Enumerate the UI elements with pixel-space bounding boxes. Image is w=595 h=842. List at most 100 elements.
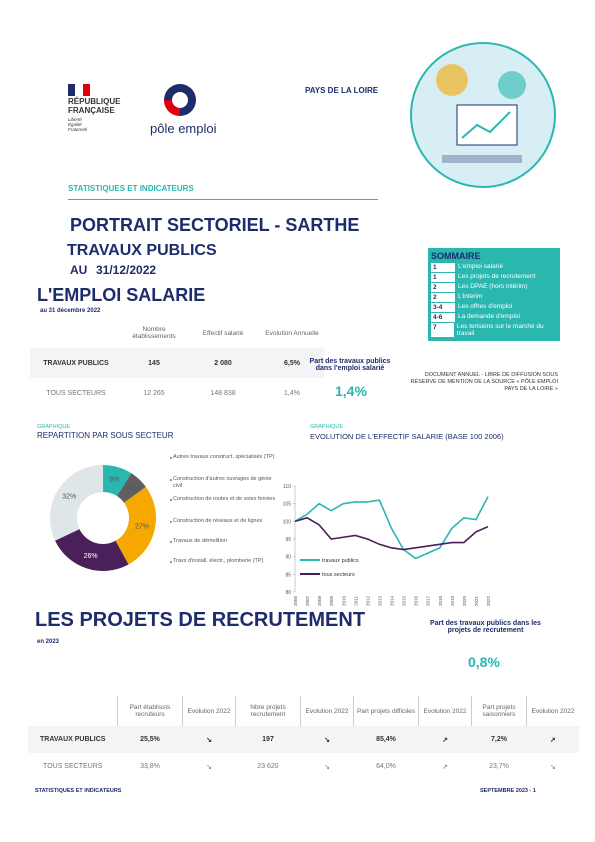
x-tick-label: 2011	[353, 596, 358, 606]
slice-label: 6%	[125, 486, 135, 493]
cell: 197	[262, 736, 274, 743]
legend-bullet	[170, 479, 172, 481]
summary-item: 4-6 La demande d'emploi	[431, 313, 557, 322]
summary-page: 3-4	[431, 303, 455, 312]
cell: ↘	[324, 763, 330, 771]
slice-label: 32%	[62, 494, 76, 501]
cell: 1,4%	[284, 389, 300, 397]
cell: ↘	[206, 763, 212, 771]
row: TRAVAUX PUBLICS 145 2 080 6,5%	[30, 348, 324, 378]
cell	[30, 318, 122, 348]
republic: RÉPUBLIQUE FRANÇAISE	[68, 97, 121, 115]
summary-label: Les offres d'emploi	[458, 303, 513, 310]
summary-note: DOCUMENT ANNUEL - LIBRE DE DIFFUSION SOU…	[410, 372, 558, 392]
summary-page: 1	[431, 263, 455, 272]
cell: 25,5%	[140, 736, 160, 743]
summary-item: 1 Les projets de recrutement	[431, 273, 557, 282]
summary-label: L'emploi salarié	[458, 263, 503, 270]
y-tick-label: 110	[283, 484, 291, 490]
cell: ↗	[549, 736, 556, 744]
column-header: Evolution 2022	[418, 696, 472, 726]
recrutement-subtitle: en 2023	[37, 639, 60, 645]
region: PAYS DE LA LOIRE	[305, 86, 379, 95]
charts: 9% 6% 27% 26% 32% Autres travaux construct. s…	[49, 454, 491, 607]
cell	[28, 696, 118, 726]
title: PORTRAIT SECTORIEL - SARTHE	[70, 215, 360, 235]
logo-mark	[164, 84, 196, 116]
summary-item: 7 Les tensions sur le marché du travail	[431, 323, 557, 337]
footer-right: SEPTEMBRE 2023 - 1	[480, 788, 536, 794]
line-title: EVOLUTION DE L'EFFECTIF SALARIE (BASE 10…	[310, 432, 504, 441]
x-tick-label: 2006	[293, 596, 298, 607]
summary-label: Les tensions sur le marché du travail	[456, 323, 544, 337]
legend-entry: Construction de réseaux et de lignes	[173, 518, 263, 524]
pie-title: REPARTITION PAR SOUS SECTEUR	[37, 431, 174, 440]
column-header: Part établissts recruteurs	[117, 696, 183, 726]
column-header: Nbre projets recrutement	[235, 696, 301, 726]
legend-label: tous secteurs	[322, 572, 355, 578]
emploi-share-label: Part des travaux publics dans l'emploi s…	[309, 358, 391, 372]
summary-label: L'intérim	[458, 293, 483, 300]
legend-entry: Travx d'install. électr., plomberie (TP)	[173, 558, 264, 564]
y-tick-label: 95	[285, 537, 291, 543]
cell: ↘	[206, 736, 212, 744]
emploi-title: L'EMPLOI SALARIE	[37, 285, 206, 305]
cell: 33,8%	[140, 763, 160, 770]
legend-box: Construction de routes et de voies ferré…	[173, 496, 276, 502]
x-tick-label: 2018	[438, 596, 443, 607]
y-tick-label: 90	[285, 555, 291, 561]
pie-slice	[115, 486, 157, 565]
pie-slice	[49, 465, 103, 541]
x-tick-label: 2009	[329, 596, 334, 607]
cell: 64,0%	[376, 763, 396, 770]
column-header: Evolution 2022	[526, 696, 579, 726]
summary-item: 2 L'intérim	[431, 293, 557, 302]
summary: SOMMAIRE 1 L'emploi salarié 1 Les projets d…	[428, 248, 560, 341]
x-tick-label: 2007	[305, 596, 310, 607]
flag	[68, 84, 90, 96]
x-tick-label: 2012	[365, 596, 370, 607]
legend-label: travaux publics	[322, 558, 359, 564]
x-tick-label: 2008	[317, 596, 322, 607]
recrutement-table: Part établissts recruteurs Evolution 2022…	[28, 696, 579, 780]
illustration	[410, 42, 556, 188]
line-label: GRAPHIQUE	[310, 424, 344, 430]
cell: TRAVAUX PUBLICS	[40, 736, 106, 743]
column-header: Part projets saisonniers	[471, 696, 527, 726]
legend-box: Construction d'autres ouvrages de génie …	[173, 476, 272, 489]
summary-item: 2 Les DPAE (hors intérim)	[431, 283, 557, 292]
summary-page: 2	[431, 283, 455, 292]
summary-item: 1 L'emploi salarié	[431, 263, 557, 272]
emploi-table: Nombre établissements Effectif salarié Evo…	[30, 318, 324, 408]
cell: 6,5%	[284, 359, 300, 367]
legend-bullet	[170, 521, 172, 523]
column-header: Evolution 2022	[182, 696, 236, 726]
legend-bullet	[170, 457, 172, 459]
emploi-subtitle: au 31 décembre 2022	[40, 308, 101, 314]
y-tick-label: 85	[285, 572, 291, 578]
summary-page: 4-6	[431, 313, 455, 322]
y-tick-label: 80	[285, 590, 291, 596]
row: TRAVAUX PUBLICS 25,5% ↘ 197 ↘ 85,4% ↗ 7,2% ↗	[28, 726, 579, 753]
cell: ↘	[324, 736, 330, 744]
cell: 23,7%	[489, 763, 509, 770]
summary-page: 7	[431, 323, 454, 337]
summary-page: 2	[431, 293, 455, 302]
logo: pôle emploi	[150, 121, 217, 136]
legend-entry: Construction de routes et de voies ferré…	[173, 496, 276, 502]
cell: ↘	[549, 763, 556, 771]
recrutement-title: LES PROJETS DE RECRUTEMENT	[35, 609, 366, 631]
slice-label: 27%	[135, 524, 149, 531]
legend-box: Travaux de démolition	[173, 538, 227, 544]
subtitle: TRAVAUX PUBLICS	[67, 242, 217, 259]
legend-bullet	[170, 561, 172, 563]
x-tick-label: 2016	[414, 596, 419, 607]
cell: 7,2%	[491, 736, 507, 743]
y-tick-label: 100	[283, 519, 292, 525]
slice-label: 26%	[84, 553, 98, 560]
cell: TOUS SECTEURS	[46, 389, 106, 397]
column-header: Nombre établissements	[132, 326, 176, 340]
legend-entry: Autres travaux construct. spécialisés (T…	[173, 454, 275, 460]
column-header: Part projets difficiles	[353, 696, 419, 726]
